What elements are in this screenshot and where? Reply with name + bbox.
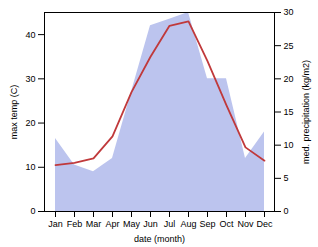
svg-text:Mar: Mar	[86, 219, 102, 229]
svg-text:Jul: Jul	[164, 219, 176, 229]
svg-text:Oct: Oct	[219, 219, 234, 229]
svg-text:30: 30	[25, 74, 35, 84]
svg-text:15: 15	[284, 107, 294, 117]
svg-text:Jun: Jun	[143, 219, 158, 229]
svg-text:Jan: Jan	[48, 219, 63, 229]
svg-text:25: 25	[284, 41, 294, 51]
svg-text:10: 10	[284, 140, 294, 150]
svg-text:date (month): date (month)	[134, 234, 185, 244]
svg-text:20: 20	[25, 118, 35, 128]
svg-text:0: 0	[30, 206, 35, 216]
svg-text:Sep: Sep	[199, 219, 215, 229]
svg-text:10: 10	[25, 162, 35, 172]
svg-text:Dec: Dec	[256, 219, 273, 229]
svg-text:40: 40	[25, 29, 35, 39]
svg-text:Apr: Apr	[105, 219, 119, 229]
svg-text:5: 5	[284, 173, 289, 183]
svg-text:May: May	[123, 219, 141, 229]
svg-text:20: 20	[284, 74, 294, 84]
svg-text:30: 30	[284, 7, 294, 17]
svg-text:Aug: Aug	[180, 219, 196, 229]
svg-text:0: 0	[284, 206, 289, 216]
svg-text:Nov: Nov	[237, 219, 254, 229]
svg-text:max temp (C): max temp (C)	[9, 85, 19, 140]
svg-text:med. precipitation (kg/m2): med. precipitation (kg/m2)	[301, 60, 311, 164]
svg-text:Feb: Feb	[67, 219, 83, 229]
